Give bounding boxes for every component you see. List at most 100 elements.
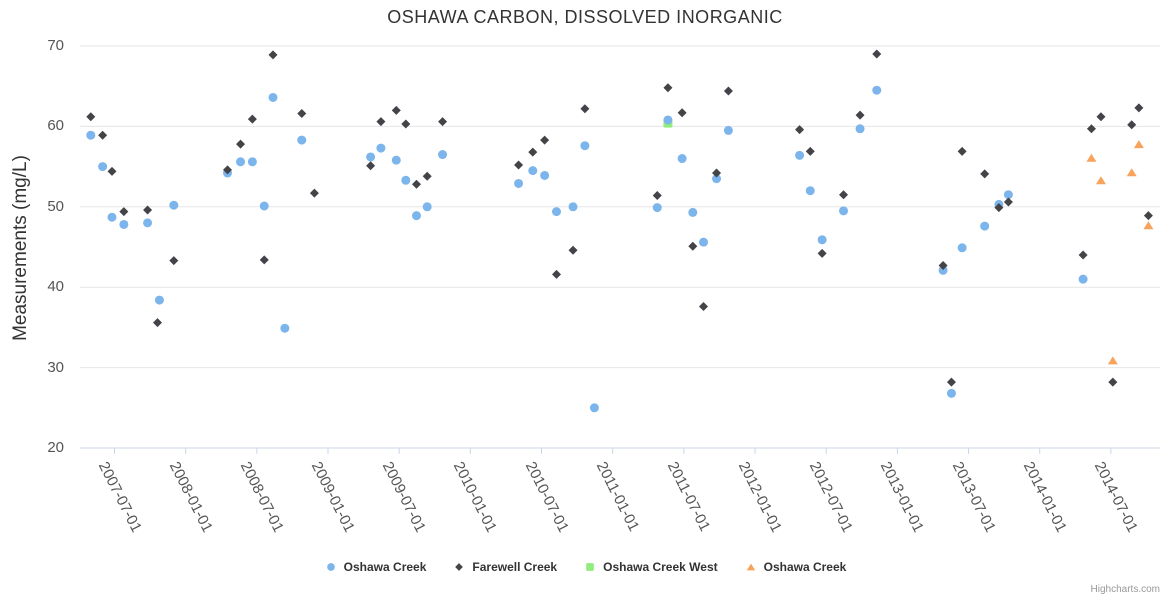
data-point-farewell-creek[interactable]: [580, 104, 590, 114]
data-point-oshawa-creek-blue[interactable]: [589, 403, 599, 413]
data-point-oshawa-creek-blue[interactable]: [438, 150, 448, 160]
data-point-farewell-creek[interactable]: [551, 269, 561, 279]
data-point-oshawa-creek-blue[interactable]: [688, 207, 698, 217]
data-point-farewell-creek[interactable]: [938, 260, 948, 270]
data-point-oshawa-creek-orange[interactable]: [1126, 168, 1137, 177]
data-point-farewell-creek[interactable]: [143, 205, 153, 215]
data-point-farewell-creek[interactable]: [805, 146, 815, 156]
data-point-farewell-creek[interactable]: [376, 117, 386, 127]
data-point-farewell-creek[interactable]: [86, 112, 96, 122]
data-point-oshawa-creek-orange[interactable]: [1086, 153, 1097, 162]
data-point-oshawa-creek-blue[interactable]: [872, 85, 882, 95]
data-point-oshawa-creek-blue[interactable]: [411, 211, 421, 221]
data-point-farewell-creek[interactable]: [438, 117, 448, 127]
data-point-farewell-creek[interactable]: [1134, 103, 1144, 113]
data-point-oshawa-creek-blue[interactable]: [391, 155, 401, 165]
legend-item-oshawa-creek-west[interactable]: Oshawa Creek West: [583, 560, 718, 574]
data-point-oshawa-creek-blue[interactable]: [401, 175, 411, 185]
data-point-farewell-creek[interactable]: [663, 83, 673, 93]
data-point-farewell-creek[interactable]: [1086, 124, 1096, 134]
data-point-oshawa-creek-blue[interactable]: [528, 166, 538, 176]
data-point-oshawa-creek-blue[interactable]: [805, 186, 815, 196]
data-point-farewell-creek[interactable]: [855, 110, 865, 120]
data-point-farewell-creek[interactable]: [259, 255, 269, 265]
data-point-oshawa-creek-blue[interactable]: [855, 124, 865, 134]
data-point-oshawa-creek-blue[interactable]: [247, 157, 257, 167]
data-point-oshawa-creek-blue[interactable]: [677, 154, 687, 164]
data-point-oshawa-creek-orange[interactable]: [1095, 176, 1106, 185]
data-point-oshawa-creek-blue[interactable]: [86, 130, 96, 140]
data-point-oshawa-creek-blue[interactable]: [366, 152, 376, 162]
data-point-oshawa-creek-blue[interactable]: [98, 162, 108, 172]
data-point-oshawa-creek-orange[interactable]: [1143, 221, 1154, 230]
data-point-oshawa-creek-blue[interactable]: [119, 219, 129, 229]
data-point-farewell-creek[interactable]: [309, 188, 319, 198]
data-point-oshawa-creek-blue[interactable]: [376, 143, 386, 153]
data-point-farewell-creek[interactable]: [1078, 250, 1088, 260]
data-point-farewell-creek[interactable]: [107, 166, 117, 176]
data-point-oshawa-creek-blue[interactable]: [723, 125, 733, 135]
data-point-oshawa-creek-blue[interactable]: [236, 157, 246, 167]
data-point-oshawa-creek-blue[interactable]: [143, 218, 153, 228]
data-point-farewell-creek[interactable]: [994, 203, 1004, 213]
data-point-oshawa-creek-blue[interactable]: [107, 212, 117, 222]
data-point-farewell-creek[interactable]: [652, 191, 662, 201]
data-point-oshawa-creek-blue[interactable]: [280, 323, 290, 333]
data-point-farewell-creek[interactable]: [366, 161, 376, 171]
legend-item-oshawa-creek-blue[interactable]: Oshawa Creek: [324, 560, 426, 574]
data-point-oshawa-creek-blue[interactable]: [938, 265, 948, 275]
data-point-oshawa-creek-blue[interactable]: [169, 200, 179, 210]
data-point-oshawa-creek-blue[interactable]: [514, 178, 524, 188]
data-point-farewell-creek[interactable]: [268, 50, 278, 60]
data-point-farewell-creek[interactable]: [1003, 197, 1013, 207]
data-point-farewell-creek[interactable]: [169, 256, 179, 266]
data-point-farewell-creek[interactable]: [957, 146, 967, 156]
data-point-oshawa-creek-orange[interactable]: [1107, 356, 1118, 365]
data-point-oshawa-creek-blue[interactable]: [957, 243, 967, 253]
data-point-oshawa-creek-blue[interactable]: [652, 203, 662, 213]
legend-item-farewell-creek[interactable]: Farewell Creek: [452, 560, 557, 574]
data-point-oshawa-creek-blue[interactable]: [699, 237, 709, 247]
data-point-farewell-creek[interactable]: [119, 207, 129, 217]
data-point-oshawa-creek-blue[interactable]: [422, 202, 432, 212]
data-point-farewell-creek[interactable]: [712, 168, 722, 178]
data-point-oshawa-creek-blue[interactable]: [712, 174, 722, 184]
data-point-farewell-creek[interactable]: [795, 125, 805, 135]
legend-item-oshawa-creek-orange[interactable]: Oshawa Creek: [744, 560, 846, 574]
credits-link[interactable]: Highcharts.com: [1090, 584, 1160, 595]
data-point-farewell-creek[interactable]: [401, 119, 411, 129]
data-point-oshawa-creek-blue[interactable]: [297, 135, 307, 145]
data-point-farewell-creek[interactable]: [699, 301, 709, 311]
data-point-farewell-creek[interactable]: [817, 248, 827, 258]
data-point-farewell-creek[interactable]: [872, 49, 882, 59]
data-point-oshawa-creek-blue[interactable]: [540, 170, 550, 180]
data-point-farewell-creek[interactable]: [1096, 112, 1106, 122]
data-point-farewell-creek[interactable]: [236, 139, 246, 149]
data-point-farewell-creek[interactable]: [528, 147, 538, 157]
data-point-farewell-creek[interactable]: [98, 130, 108, 140]
data-point-oshawa-creek-blue[interactable]: [1078, 274, 1088, 284]
data-point-farewell-creek[interactable]: [1127, 120, 1137, 130]
data-point-farewell-creek[interactable]: [568, 245, 578, 255]
data-point-oshawa-creek-blue[interactable]: [568, 202, 578, 212]
data-point-oshawa-creek-blue[interactable]: [980, 221, 990, 231]
data-point-farewell-creek[interactable]: [677, 108, 687, 118]
data-point-oshawa-creek-blue[interactable]: [268, 92, 278, 102]
data-point-farewell-creek[interactable]: [723, 86, 733, 96]
data-point-oshawa-creek-blue[interactable]: [580, 141, 590, 151]
data-point-oshawa-creek-blue[interactable]: [795, 150, 805, 160]
data-point-farewell-creek[interactable]: [839, 190, 849, 200]
data-point-farewell-creek[interactable]: [152, 318, 162, 328]
data-point-oshawa-creek-blue[interactable]: [817, 235, 827, 245]
data-point-farewell-creek[interactable]: [297, 109, 307, 119]
data-point-oshawa-creek-blue[interactable]: [259, 201, 269, 211]
data-point-farewell-creek[interactable]: [422, 171, 432, 181]
data-point-oshawa-creek-blue[interactable]: [154, 295, 164, 305]
data-point-oshawa-creek-orange[interactable]: [1133, 140, 1144, 149]
data-point-farewell-creek[interactable]: [247, 114, 257, 124]
data-point-farewell-creek[interactable]: [514, 160, 524, 170]
data-point-farewell-creek[interactable]: [980, 169, 990, 179]
data-point-farewell-creek[interactable]: [391, 105, 401, 115]
data-point-oshawa-creek-blue[interactable]: [663, 115, 673, 125]
data-point-oshawa-creek-blue[interactable]: [551, 207, 561, 217]
